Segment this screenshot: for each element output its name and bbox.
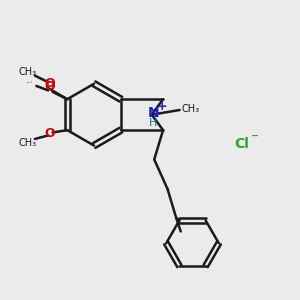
Text: O: O [44,127,55,140]
Text: N: N [148,106,160,120]
Text: CH₃: CH₃ [182,104,200,114]
Text: O: O [44,80,55,93]
Text: O: O [44,77,55,90]
Text: ⁻: ⁻ [250,132,259,147]
Text: CH₃: CH₃ [19,138,37,148]
Text: methoxy: methoxy [27,82,34,83]
Text: CH₃: CH₃ [19,67,37,77]
Text: Cl: Cl [234,137,249,151]
Text: +: + [156,100,167,113]
Text: H: H [149,118,158,128]
